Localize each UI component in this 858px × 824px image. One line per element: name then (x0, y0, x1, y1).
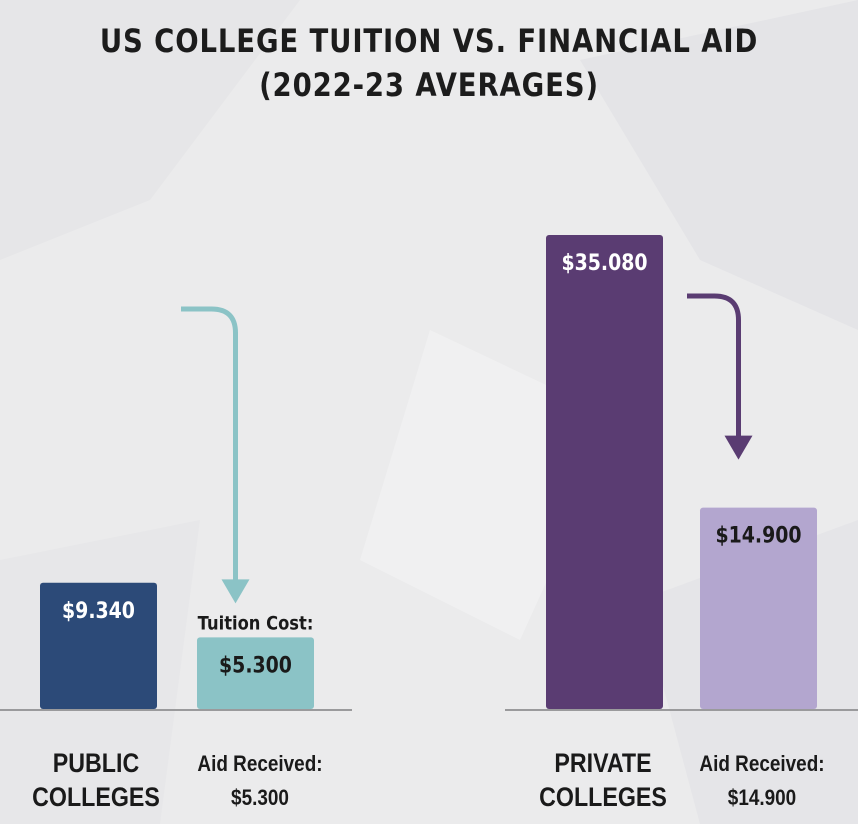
bar-value-label-0-0: $9.340 (62, 597, 135, 623)
category-label-private-line2: COLLEGES (539, 782, 667, 812)
category-label-private-line1: PRIVATE (554, 748, 652, 778)
category-label-public-line2: COLLEGES (32, 782, 160, 812)
aid-received-public-caption: Aid Received: (197, 751, 323, 776)
arrow-head-1 (724, 435, 753, 460)
aid-received-public-value: $5.300 (231, 785, 289, 810)
category-label-public-line1: PUBLIC (52, 748, 140, 778)
bar-0-1 (197, 637, 314, 709)
category-label-public: PUBLIC COLLEGES (27, 746, 165, 814)
arrow-1 (687, 293, 741, 438)
bar-1-1 (700, 507, 817, 709)
arrow-head-0 (221, 579, 250, 604)
category-label-private: PRIVATE COLLEGES (534, 746, 672, 814)
arrow-0 (181, 306, 238, 582)
bar-value-label-0-1: $5.300 (219, 652, 292, 678)
bar-value-label-1-1: $14.900 (715, 522, 801, 548)
bar-0-0 (40, 582, 157, 709)
chart-title-line2: (2022-23 AVERAGES) (259, 66, 599, 104)
bar-1-0 (546, 234, 663, 709)
aid-received-private: Aid Received: $14.900 (685, 747, 840, 815)
aid-received-public: Aid Received: $5.300 (183, 747, 338, 815)
chart-title-line1: US COLLEGE TUITION VS. FINANCIAL AID (99, 22, 759, 60)
aid-received-private-value: $14.900 (727, 785, 797, 810)
bar-caption-0-1: Tuition Cost: (198, 613, 314, 634)
bar-value-label-1-0: $35.080 (561, 250, 647, 276)
aid-received-private-caption: Aid Received: (699, 751, 825, 776)
